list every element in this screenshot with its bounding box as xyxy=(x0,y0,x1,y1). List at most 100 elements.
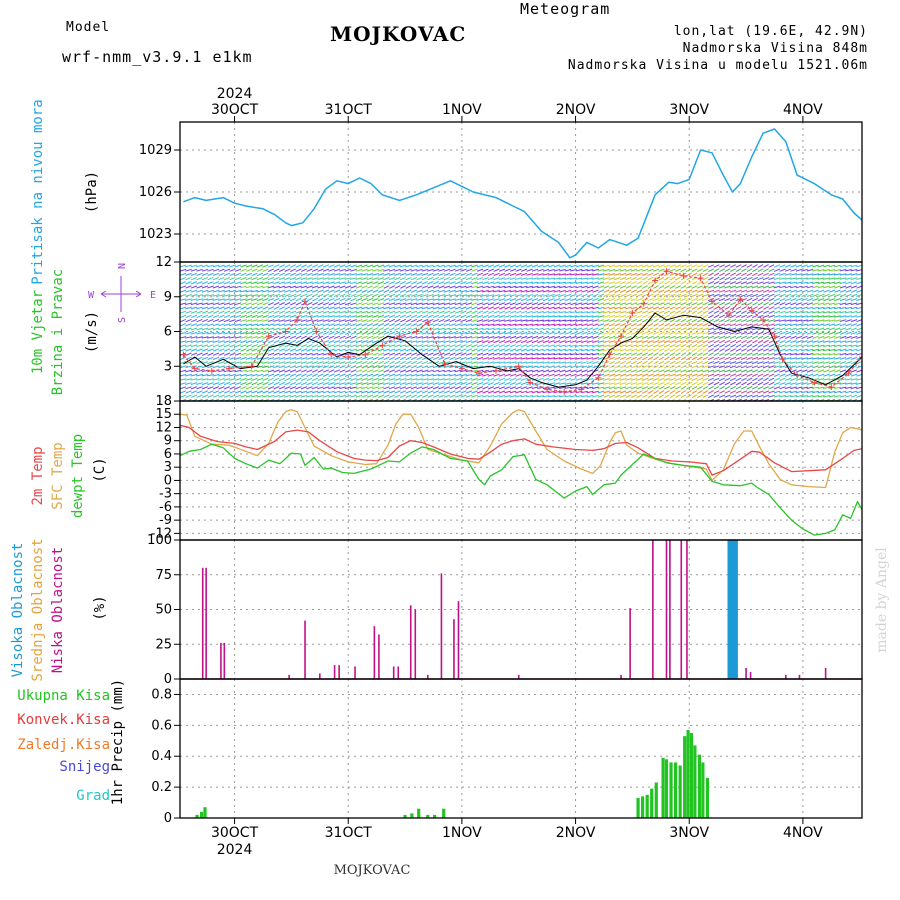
sfc-ylabel: SFC Temp xyxy=(50,442,66,509)
precip-bar-11 xyxy=(645,794,649,818)
wind-ytick-label-3: 12 xyxy=(155,255,172,270)
xtick-bottom-4: 3NOV xyxy=(669,825,709,841)
wind-gust-point-39 xyxy=(760,316,767,323)
wind-gust-point-41 xyxy=(779,356,786,363)
footer-title: MOJKOVAC xyxy=(334,863,411,878)
xtick-top-5: 4NOV xyxy=(783,102,823,118)
wind-gust-point-8 xyxy=(302,298,309,305)
precip-bar-21 xyxy=(689,733,694,818)
temperature-ytick-label-0: -12 xyxy=(151,526,172,541)
low_cloud-bar-22 xyxy=(629,608,631,679)
temp2m-line xyxy=(180,424,862,476)
clouds-ytick-label-2: 50 xyxy=(155,603,172,618)
wind-gust-point-19 xyxy=(475,370,482,377)
low_cloud-bar-14 xyxy=(409,605,412,679)
wind-gust-point-11 xyxy=(345,353,352,360)
temperature-frame xyxy=(179,400,863,541)
wind-gust-point-26 xyxy=(595,374,602,381)
precip-bar-9 xyxy=(636,797,640,818)
low_cloud-bar-0 xyxy=(201,567,204,679)
low_cloud-bar-18 xyxy=(453,619,455,679)
temperature-ytick-label-7: 9 xyxy=(164,434,172,449)
xtick-bottom-2: 1NOV xyxy=(442,825,482,841)
high_cloud-bar-0 xyxy=(727,540,731,679)
dewpt-ylabel: dewpt Temp xyxy=(70,434,86,518)
wind-unit: (m/s) xyxy=(84,311,100,353)
wind-barbs xyxy=(180,264,862,401)
precip-bar-2 xyxy=(203,807,207,818)
low_cloud-bar-24 xyxy=(665,540,668,679)
wind-gust-point-32 xyxy=(663,268,670,275)
pressure-ytick-label-0: 1023 xyxy=(139,227,172,242)
temperature-grid xyxy=(180,401,862,540)
precip-bar-12 xyxy=(650,788,654,818)
high_cloud-bar-2 xyxy=(732,540,736,679)
clouds-grid xyxy=(180,540,862,679)
precip-ytick-label-1: 0.2 xyxy=(151,780,172,795)
low_cloud-bar-3 xyxy=(223,642,226,679)
precip-legend-3: Snijeg xyxy=(59,759,110,775)
wind-gust-point-5 xyxy=(265,333,272,340)
wind-gust-point-10 xyxy=(328,351,335,358)
compass-icon xyxy=(100,276,142,312)
high-cloud-ylabel: Visoka Oblacnost xyxy=(10,543,26,678)
low_cloud-bar-16 xyxy=(426,674,429,679)
temperature-ytick-label-10: 18 xyxy=(155,394,172,409)
temperature-ytick-label-4: 0 xyxy=(164,473,172,488)
wind-gust-point-1 xyxy=(191,365,198,372)
precip-bar-3 xyxy=(403,814,407,818)
low_cloud-bar-23 xyxy=(652,540,654,679)
precip-ytick-label-4: 0.8 xyxy=(151,687,172,702)
cloud-unit: (%) xyxy=(92,595,108,620)
compass-s: S xyxy=(117,317,128,323)
low_cloud-bar-8 xyxy=(338,665,340,679)
wind-gust-point-31 xyxy=(652,277,659,284)
wind-gust-point-0 xyxy=(180,351,187,358)
precip-bar-22 xyxy=(693,745,697,818)
wind-gust-point-24 xyxy=(561,388,568,395)
low_cloud-bar-4 xyxy=(288,674,290,679)
clouds-ytick-label-1: 25 xyxy=(155,637,172,652)
low_cloud-bar-9 xyxy=(354,666,356,679)
wind-gust-point-30 xyxy=(640,300,647,307)
low_cloud-bar-33 xyxy=(798,674,801,679)
precip-ylabel: 1hr Precip (mm) xyxy=(110,679,126,805)
wind-ylabel-2: Brzina i Pravac xyxy=(50,269,66,395)
precip-grid xyxy=(180,679,862,818)
xtick-top-0: 30OCT xyxy=(211,102,259,118)
low_cloud-bar-25 xyxy=(669,540,671,679)
low_cloud-bar-10 xyxy=(373,626,376,679)
low-cloud-ylabel: Niska Oblacnost xyxy=(50,547,66,673)
wind-gust-point-37 xyxy=(737,296,744,303)
wind-gust-point-2 xyxy=(208,367,215,374)
low_cloud-bar-11 xyxy=(378,634,380,679)
page-title: MOJKOVAC xyxy=(330,22,467,46)
wind-gust-point-40 xyxy=(771,333,778,340)
high_cloud-bar-1 xyxy=(729,540,733,679)
wind-gust-point-29 xyxy=(629,309,636,316)
temperature-ytick-label-6: 6 xyxy=(164,447,172,462)
wind-gust-point-46 xyxy=(859,353,862,360)
wind-gust-point-34 xyxy=(697,275,704,282)
wind-gust-line xyxy=(182,270,862,393)
compass-e: E xyxy=(150,290,156,301)
temperature-ytick-label-2: -6 xyxy=(159,500,172,515)
temperature-ytick-label-9: 15 xyxy=(155,407,172,422)
pressure-ytick-label-2: 1029 xyxy=(139,143,172,158)
mid-cloud-ylabel: Srednja Oblacnost xyxy=(30,538,46,681)
precip-bar-17 xyxy=(673,762,678,818)
wind-gust-point-38 xyxy=(748,307,755,314)
low_cloud-bar-2 xyxy=(220,642,222,679)
meteogram-label: Meteogram xyxy=(520,0,611,18)
xtick-top-2: 1NOV xyxy=(442,102,482,118)
wind-gust-point-45 xyxy=(845,370,852,377)
low_cloud-bar-21 xyxy=(620,674,622,679)
low_cloud-bar-7 xyxy=(333,665,336,679)
precip-legend-4: Grad xyxy=(76,788,110,804)
xtick-top-3: 2NOV xyxy=(556,102,596,118)
pressure-ytick-label-1: 1026 xyxy=(139,185,172,200)
low_cloud-bar-13 xyxy=(397,666,400,679)
wind-gust-point-21 xyxy=(515,363,522,370)
precip-bar-24 xyxy=(701,762,705,818)
